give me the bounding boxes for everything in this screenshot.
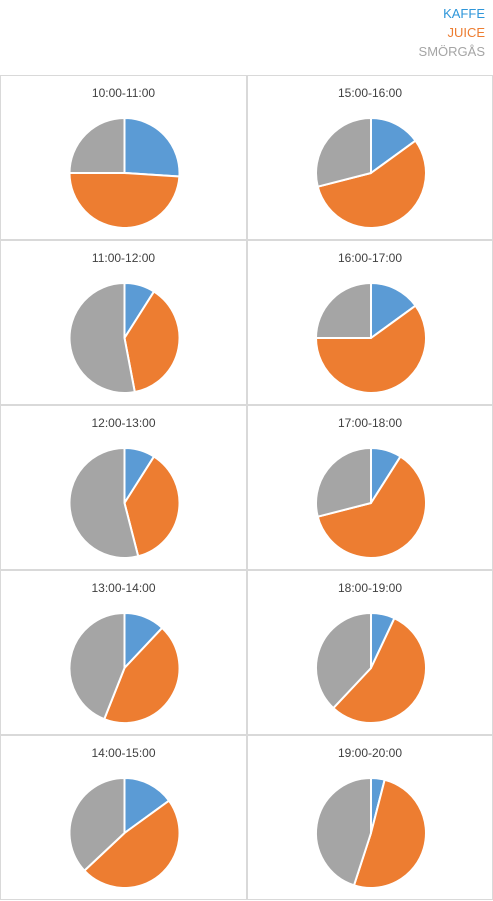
pie-chart-panel: 12:00-13:00 bbox=[0, 405, 247, 570]
pie-slice-juice bbox=[316, 455, 427, 559]
pie-chart bbox=[315, 447, 427, 559]
pie-slice-juice bbox=[103, 626, 181, 724]
pie-chart bbox=[68, 282, 181, 394]
pie-chart-panel: 17:00-18:00 bbox=[247, 405, 493, 570]
pie-chart-title: 16:00-17:00 bbox=[337, 251, 403, 265]
pie-chart-title: 12:00-13:00 bbox=[91, 416, 156, 430]
pie-chart-panel: 11:00-12:00 bbox=[0, 240, 247, 405]
pie-slice-smorgas bbox=[315, 117, 372, 188]
pie-chart bbox=[315, 117, 427, 229]
pie-chart-panel: 13:00-14:00 bbox=[0, 570, 247, 735]
pie-chart-panel: 14:00-15:00 bbox=[0, 735, 247, 900]
pie-slice-smorgas bbox=[68, 777, 126, 872]
pie-slice-smorgas bbox=[68, 117, 126, 174]
pie-chart-title: 10:00-11:00 bbox=[91, 86, 156, 100]
pie-slice-juice bbox=[316, 139, 427, 229]
pie-slice-juice bbox=[83, 799, 181, 889]
pie-chart bbox=[68, 612, 181, 724]
pie-slice-juice bbox=[123, 455, 181, 558]
pie-chart-panel: 16:00-17:00 bbox=[247, 240, 493, 405]
pie-chart-panel: 10:00-11:00 bbox=[0, 75, 247, 240]
pie-chart bbox=[68, 447, 181, 559]
pie-slice-smorgas bbox=[315, 447, 372, 518]
pie-slice-smorgas bbox=[315, 777, 372, 887]
pie-slice-juice bbox=[68, 172, 181, 229]
pie-slice-smorgas bbox=[315, 282, 372, 339]
pie-chart-title: 18:00-19:00 bbox=[337, 581, 403, 595]
pie-slice-juice bbox=[332, 617, 427, 724]
pie-chart bbox=[315, 612, 427, 724]
pie-chart bbox=[68, 777, 181, 889]
legend: KAFFE JUICE SMÖRGÅS bbox=[419, 4, 485, 61]
legend-item-smorgas: SMÖRGÅS bbox=[418, 44, 485, 59]
pie-slice-smorgas bbox=[68, 282, 136, 394]
pie-slice-smorgas bbox=[315, 612, 372, 710]
pie-slice-juice bbox=[123, 290, 181, 394]
pie-chart-title: 15:00-16:00 bbox=[337, 86, 403, 100]
pie-slice-kaffe bbox=[370, 117, 417, 174]
pie-slice-smorgas bbox=[68, 447, 140, 559]
pie-chart-title: 14:00-15:00 bbox=[91, 746, 156, 760]
pie-chart bbox=[315, 282, 427, 394]
pie-slice-kaffe bbox=[123, 777, 170, 834]
pie-slice-kaffe bbox=[370, 282, 417, 339]
pie-chart-panel: 19:00-20:00 bbox=[247, 735, 493, 900]
pie-slice-juice bbox=[353, 778, 427, 889]
pie-chart-title: 13:00-14:00 bbox=[91, 581, 156, 595]
pie-chart bbox=[68, 117, 181, 229]
pie-chart bbox=[315, 777, 427, 889]
pie-chart-title: 17:00-18:00 bbox=[337, 416, 403, 430]
legend-item-juice: JUICE bbox=[447, 25, 485, 40]
pie-chart-title: 11:00-12:00 bbox=[91, 251, 156, 265]
pie-slice-smorgas bbox=[68, 612, 126, 721]
chart-grid: 10:00-11:00 11:00-12:00 12:00-13:00 13:00-1… bbox=[0, 75, 493, 900]
pie-chart-title: 19:00-20:00 bbox=[337, 746, 403, 760]
pie-slice-kaffe bbox=[123, 117, 181, 178]
legend-item-kaffe: KAFFE bbox=[443, 6, 485, 21]
pie-chart-panel: 18:00-19:00 bbox=[247, 570, 493, 735]
pie-slice-juice bbox=[315, 304, 427, 394]
pie-chart-panel: 15:00-16:00 bbox=[247, 75, 493, 240]
